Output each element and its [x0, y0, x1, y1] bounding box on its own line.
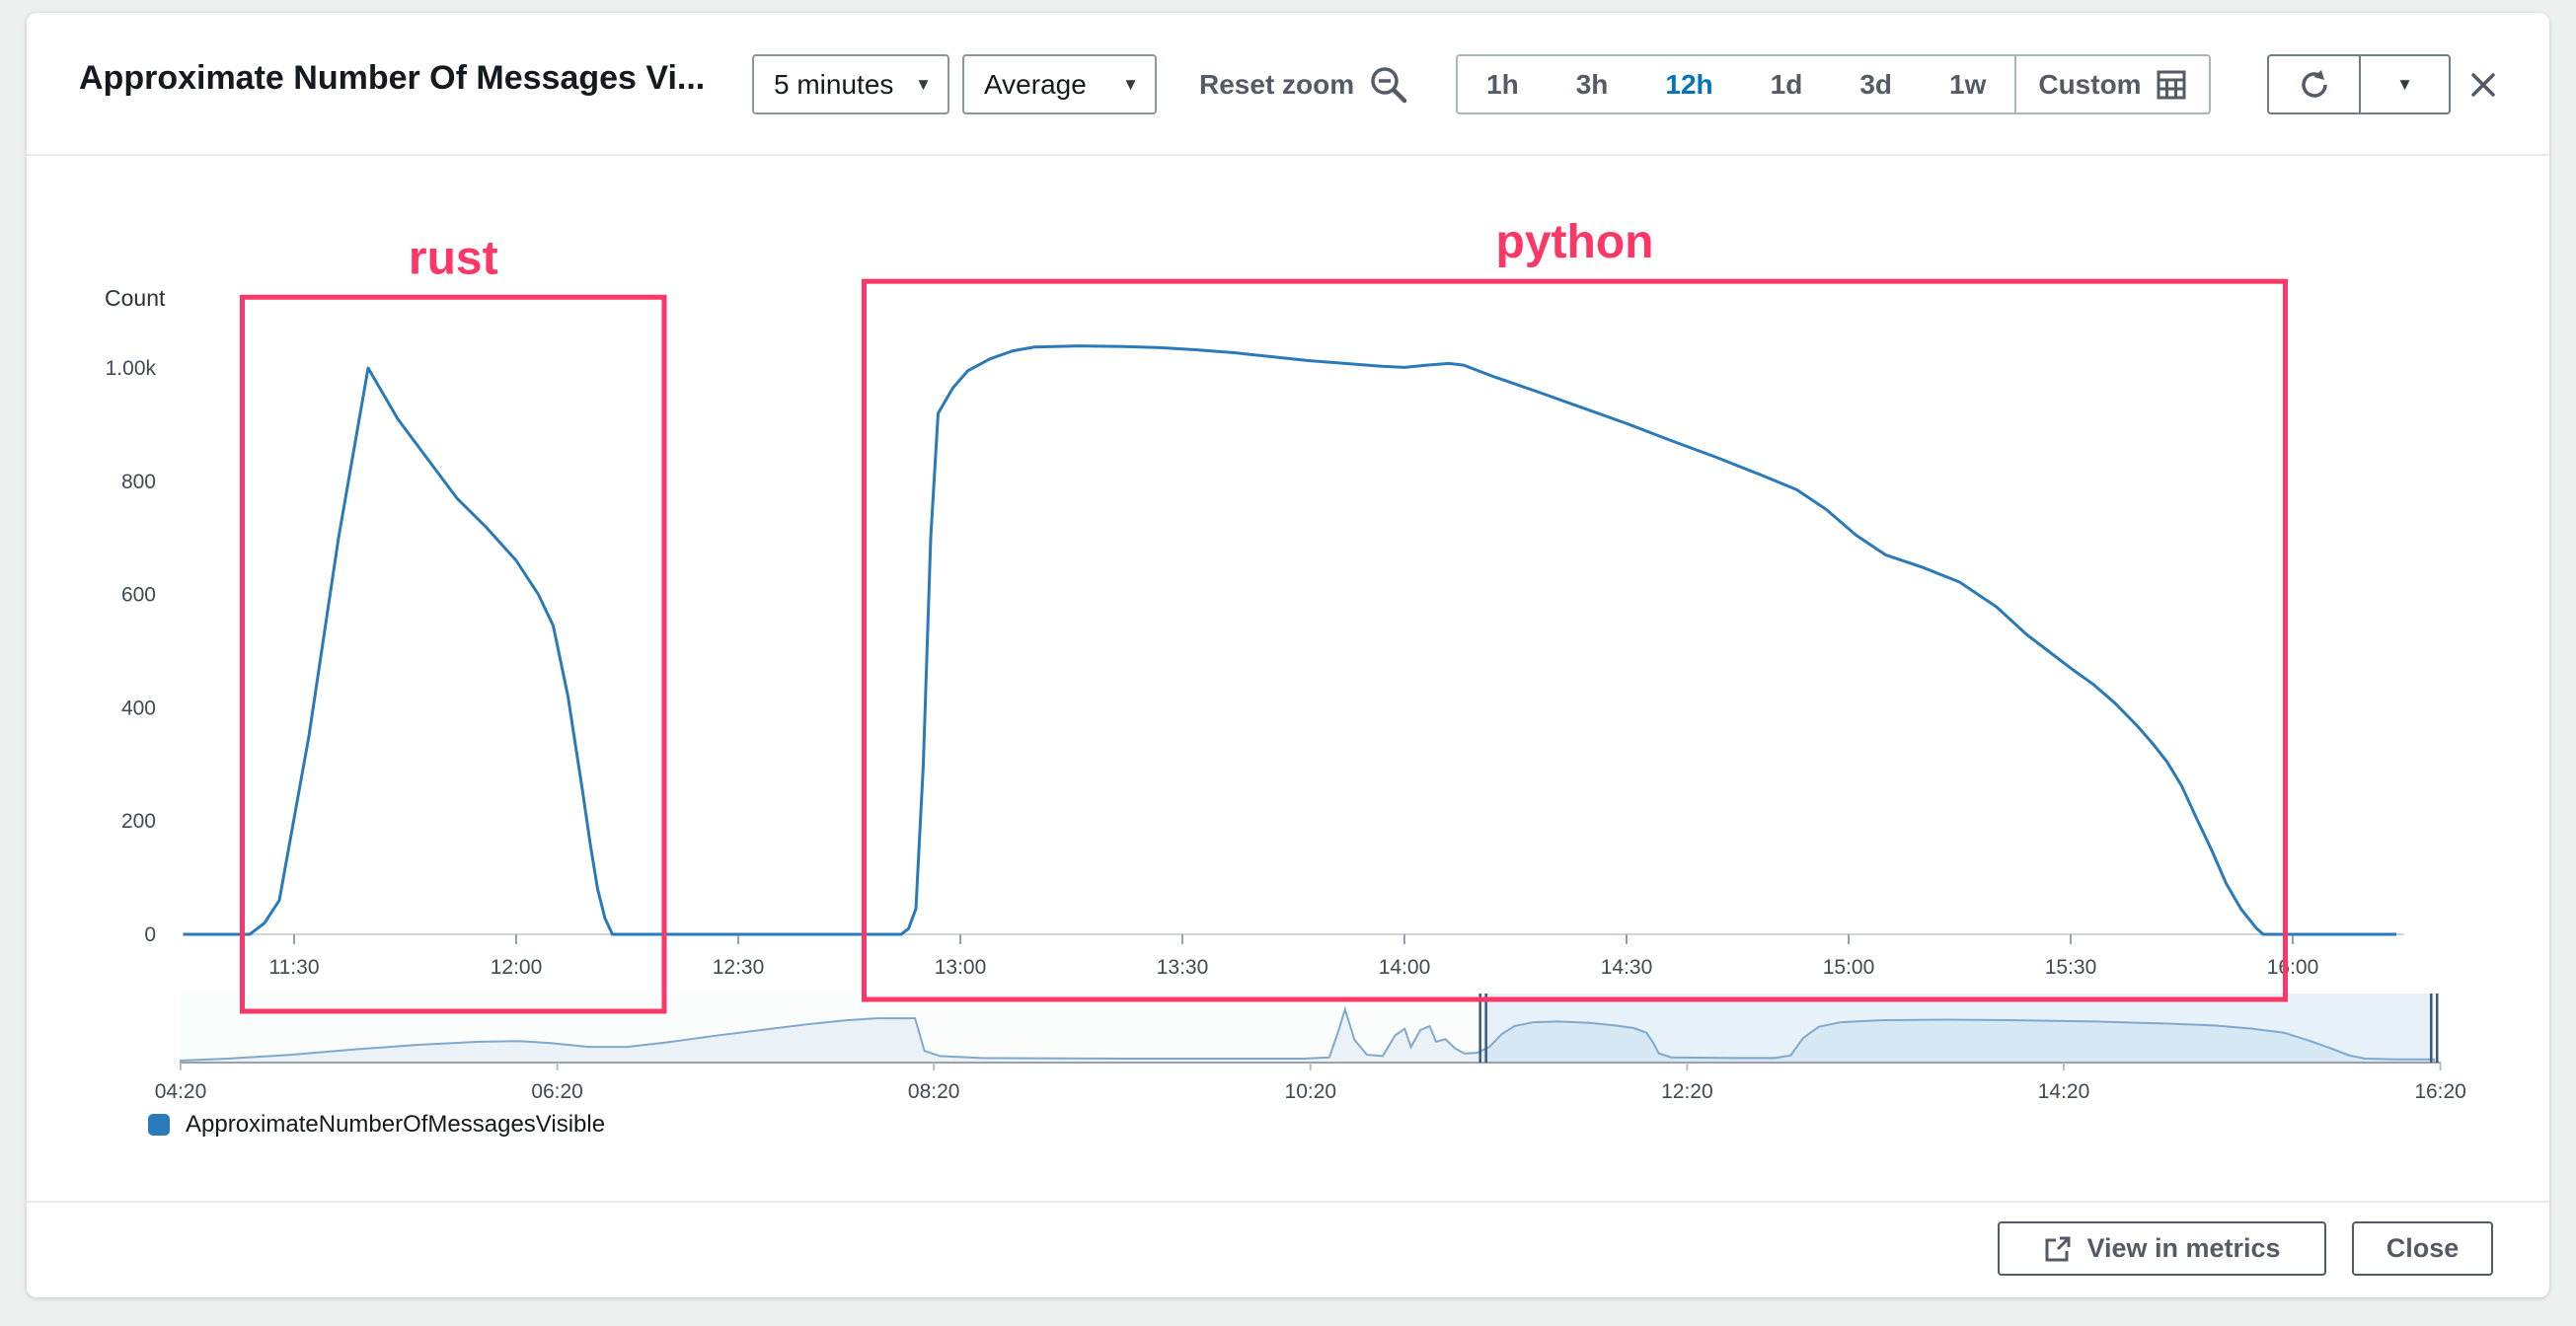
- legend-label[interactable]: ApproximateNumberOfMessagesVisible: [186, 1111, 605, 1139]
- view-in-metrics-label: View in metrics: [2086, 1233, 2280, 1264]
- metrics-dialog: Approximate Number Of Messages Vi... 5 m…: [27, 13, 2549, 1297]
- close-button-label: Close: [2387, 1233, 2460, 1264]
- legend-swatch[interactable]: [148, 1114, 170, 1136]
- calendar-icon: [2156, 69, 2187, 101]
- chart-legend: ApproximateNumberOfMessagesVisible: [148, 1111, 605, 1139]
- time-range-1w[interactable]: 1w: [1921, 56, 2014, 112]
- footer-divider: [27, 1201, 2549, 1203]
- time-range-3h[interactable]: 3h: [1548, 56, 1637, 112]
- refresh-button-group: ▼: [2267, 54, 2451, 114]
- time-range-1d[interactable]: 1d: [1742, 56, 1832, 112]
- view-in-metrics-button[interactable]: View in metrics: [1998, 1221, 2326, 1276]
- time-range-bar: 1h 3h 12h 1d 3d 1w Custom: [1456, 54, 2211, 114]
- custom-range-label: Custom: [2038, 69, 2141, 101]
- reset-zoom-button[interactable]: Reset zoom: [1199, 54, 1409, 114]
- dialog-close-button[interactable]: [2457, 58, 2510, 111]
- time-range-12h[interactable]: 12h: [1636, 56, 1741, 112]
- time-range-3d[interactable]: 3d: [1831, 56, 1921, 112]
- refresh-button[interactable]: [2269, 56, 2359, 112]
- external-link-icon: [2043, 1234, 2073, 1264]
- chevron-down-icon: ▼: [2396, 75, 2413, 95]
- dialog-title: Approximate Number Of Messages Vi...: [79, 59, 705, 98]
- zoom-out-icon: [1368, 64, 1409, 106]
- period-select[interactable]: 5 minutes ▼: [752, 54, 949, 114]
- close-icon: [2463, 65, 2503, 105]
- close-button[interactable]: Close: [2352, 1221, 2493, 1276]
- refresh-options-button[interactable]: ▼: [2359, 56, 2449, 112]
- refresh-icon: [2297, 67, 2332, 103]
- chevron-down-icon: ▼: [915, 75, 932, 95]
- statistic-select-value: Average: [984, 69, 1087, 101]
- time-range-custom[interactable]: Custom: [2014, 56, 2208, 112]
- chevron-down-icon: ▼: [1122, 75, 1139, 95]
- header-divider: [27, 154, 2549, 156]
- period-select-value: 5 minutes: [774, 69, 893, 101]
- statistic-select[interactable]: Average ▼: [962, 54, 1157, 114]
- reset-zoom-label: Reset zoom: [1199, 69, 1354, 101]
- time-range-1h[interactable]: 1h: [1458, 56, 1548, 112]
